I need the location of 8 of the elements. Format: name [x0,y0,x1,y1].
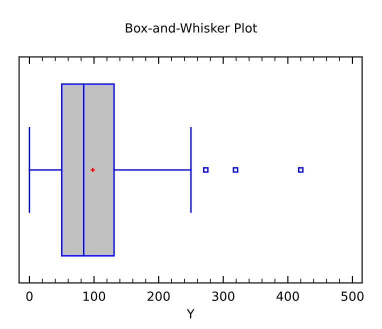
chart-title: Box-and-Whisker Plot [126,23,258,33]
x-tick-label: 400 [276,291,299,301]
x-tick-label: 100 [83,291,106,301]
x-axis-title: Y [186,309,194,318]
x-tick-label: 0 [26,291,33,301]
x-tick-label: 500 [341,291,364,301]
x-tick-label: 300 [212,291,234,301]
x-tick-label: 200 [148,291,170,301]
